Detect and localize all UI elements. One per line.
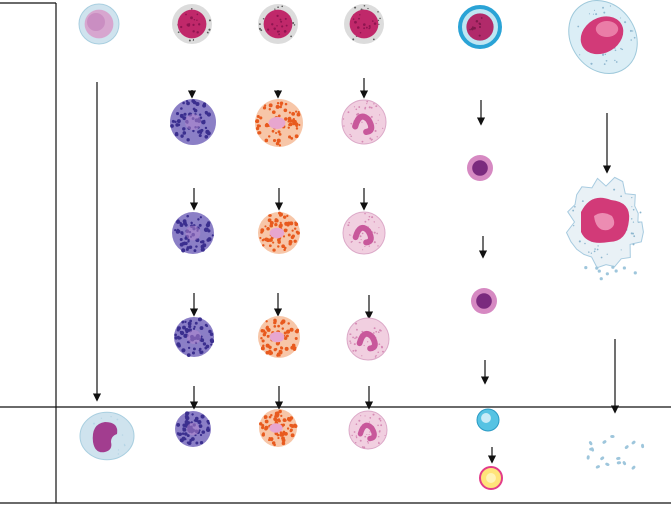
neutrophilic-band-cell bbox=[346, 317, 390, 361]
megakaryoblast-cell bbox=[568, 0, 638, 74]
platelets-cell bbox=[586, 435, 645, 470]
basophil-cell bbox=[175, 411, 211, 447]
megakaryocyte-cell bbox=[565, 176, 644, 281]
basophilic-myelocyte-cell bbox=[170, 99, 216, 145]
eosinophil-cell bbox=[259, 409, 298, 447]
proerythroblast-cell bbox=[458, 5, 502, 49]
erythroblast-2-cell bbox=[471, 288, 497, 314]
monoblast-cell bbox=[78, 3, 120, 45]
eosinophilic-myelocyte-cell bbox=[255, 99, 303, 147]
basophilic-metamyelocyte-cell bbox=[172, 212, 214, 254]
erythroblast-1-cell bbox=[467, 155, 493, 181]
myeloblast-neutro-cell bbox=[344, 4, 384, 44]
neutrophilic-myelocyte-cell bbox=[341, 99, 387, 145]
neutrophil-cell bbox=[348, 410, 388, 450]
eosinophilic-band-cell bbox=[258, 316, 300, 358]
cells-layer bbox=[78, 0, 645, 490]
neutrophilic-metamyelocyte-cell bbox=[342, 211, 386, 255]
reticulocyte-cell bbox=[476, 408, 500, 432]
basophilic-band-cell bbox=[174, 317, 215, 357]
myeloblast-eosino-cell bbox=[258, 4, 298, 44]
monocyte-cell bbox=[79, 411, 135, 461]
eosinophilic-metamyelocyte-cell bbox=[258, 211, 300, 254]
lineage-arrows bbox=[92, 78, 620, 464]
erythrocyte-cell bbox=[479, 466, 503, 490]
myeloblast-baso-cell bbox=[172, 4, 212, 44]
